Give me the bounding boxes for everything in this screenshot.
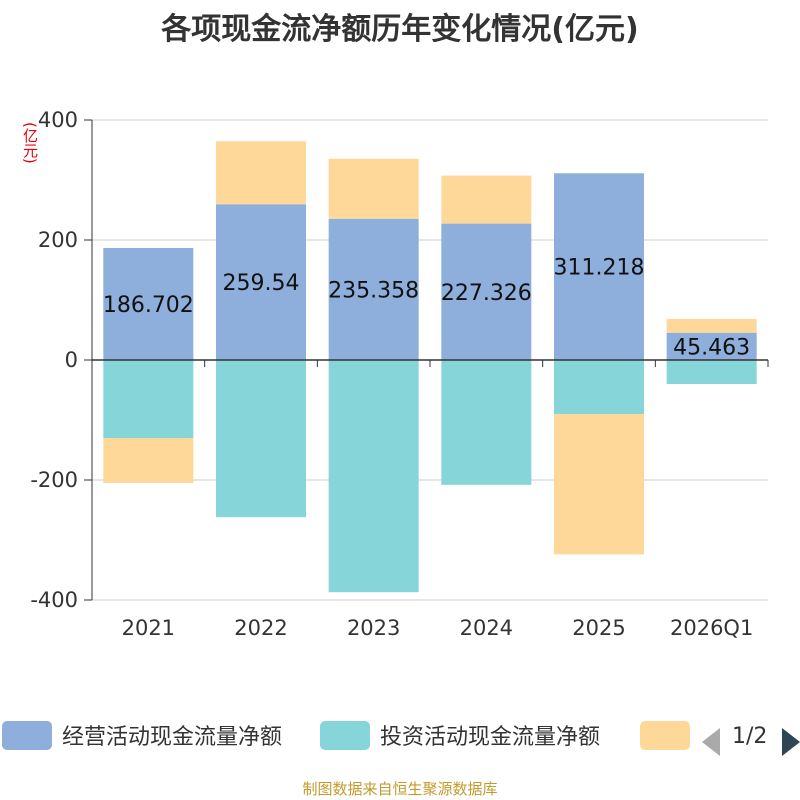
x-tick-label: 2024 [460,616,513,640]
bar-s2-2021 [103,438,194,483]
x-tick-label: 2026Q1 [670,616,753,640]
legend-swatch-investing [320,720,370,750]
x-tick-label: 2025 [572,616,625,640]
bar-s2-2025 [554,414,644,555]
bar-s0-2022 [216,204,306,360]
x-tick-label: 2021 [122,616,175,640]
bar-s1-2021 [103,360,194,438]
bar-s1-2024 [441,360,532,485]
legend-prev-icon[interactable] [702,728,720,756]
bar-s1-2023 [328,360,419,593]
legend-item-operating[interactable]: 经营活动现金流量净额 [2,720,282,750]
bar-s0-2024 [441,223,532,360]
bar-s2-2022 [216,141,306,205]
data-label: 311.218 [554,256,645,281]
y-tick-label: -400 [30,588,78,612]
data-label: 259.54 [223,271,300,296]
y-tick-label: -200 [30,468,78,492]
legend-pager: 1/2 [700,722,800,756]
data-label: 227.326 [441,281,532,306]
legend-next-icon[interactable] [782,728,800,756]
legend-label-investing: 投资活动现金流量净额 [380,725,601,750]
bar-s1-2025 [554,360,644,414]
legend-label-operating: 经营活动现金流量净额 [62,725,283,750]
bar-s1-2022 [216,360,306,518]
legend-swatch-operating [2,720,52,750]
y-tick-label: 200 [38,228,78,252]
bar-s2-2024 [441,175,532,224]
bar-s0-2021 [103,247,194,360]
chart-plot: 400 200 0 -200 -400 2021 2022 2023 2024 2025 2026Q… [30,108,769,640]
legend-item-financing[interactable] [640,720,700,750]
data-source-note: 制图数据来自恒生聚源数据库 [302,780,498,798]
legend-swatch-financing [640,720,690,750]
x-tick-label: 2022 [234,616,287,640]
legend: 经营活动现金流量净额 投资活动现金流量净额 1/2 [0,714,800,758]
y-axis-label: (亿元) [21,122,39,164]
data-label: 235.358 [328,278,419,303]
bar-s2-2023 [328,158,419,219]
bar-s1-2026Q1 [666,360,757,384]
legend-item-investing[interactable]: 投资活动现金流量净额 [320,720,600,750]
bar-s0-2023 [328,218,419,360]
chart-title: 各项现金流净额历年变化情况(亿元) [161,12,639,47]
bar-s0-2025 [554,173,644,360]
data-label: 45.463 [673,335,750,360]
legend-page-indicator: 1/2 [732,724,768,749]
y-tick-label: 400 [38,108,78,132]
x-tick-label: 2023 [347,616,400,640]
bar-s2-2026Q1 [666,318,757,333]
y-tick-label: 0 [65,348,78,372]
bar-s0-2026Q1 [666,332,757,360]
data-label: 186.702 [103,293,194,318]
